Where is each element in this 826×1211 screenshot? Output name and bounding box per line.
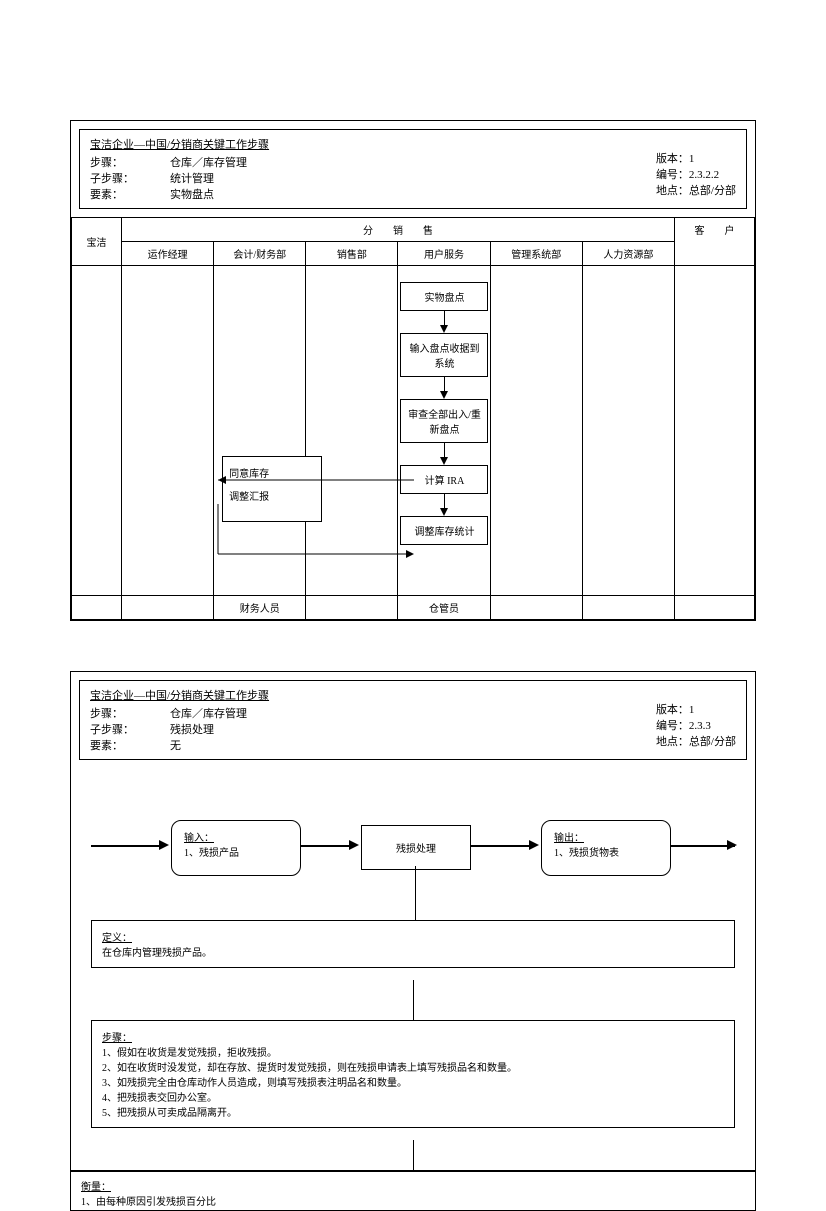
value: 仓库／库存管理 (170, 705, 247, 721)
arrow-down-icon (440, 391, 448, 399)
footer-sales (306, 596, 398, 620)
lane-corner (72, 266, 122, 596)
col-user-service: 用户服务 (398, 242, 490, 266)
output-title: 输出： (554, 829, 658, 844)
label: 要素： (90, 737, 170, 753)
col-hr: 人力资源部 (582, 242, 674, 266)
header-box-1: 宝洁企业—中国/分销商关键工作步骤 步骤： 仓库／库存管理 子步骤： 统计管理 … (79, 129, 747, 209)
connector-approve-to-adjust (218, 504, 414, 564)
connector-ira-to-approve (218, 474, 414, 486)
header-right-2: 版本：1 编号：2.3.3 地点：总部/分部 (656, 701, 736, 749)
header-row: 子步骤： 统计管理 (90, 170, 736, 186)
flow-line (671, 845, 735, 847)
location: 地点：总部/分部 (656, 733, 736, 749)
label: 子步骤： (90, 170, 170, 186)
connector-steps-measure (71, 1140, 755, 1170)
node-line2: 调整汇报 (229, 488, 315, 503)
step-item: 2、如在收货时没发觉，却在存放、提货时发觉残损，则在残损申请表上填写残损品名和数… (102, 1059, 724, 1074)
node-physical-count: 实物盘点 (400, 282, 488, 311)
flow-line (91, 845, 161, 847)
label: 要素： (90, 186, 170, 202)
header-title-2: 宝洁企业—中国/分销商关键工作步骤 (90, 687, 736, 703)
label: 步骤： (90, 154, 170, 170)
value: 仓库／库存管理 (170, 154, 247, 170)
workflow-block-2: 宝洁企业—中国/分销商关键工作步骤 步骤： 仓库／库存管理 子步骤： 残损处理 … (70, 671, 756, 1171)
step-item: 4、把残损表交回办公室。 (102, 1089, 724, 1104)
lane-hr (582, 266, 674, 596)
arrow-right-icon (727, 840, 737, 850)
measure-title: 衡量： (81, 1178, 745, 1193)
workflow-block-1: 宝洁企业—中国/分销商关键工作步骤 步骤： 仓库／库存管理 子步骤： 统计管理 … (70, 120, 756, 621)
header-right-1: 版本：1 编号：2.3.2.2 地点：总部/分部 (656, 150, 736, 198)
col-sales: 销售部 (306, 242, 398, 266)
header-row: 步骤： 仓库／库存管理 (90, 154, 736, 170)
header-row: 要素： 实物盘点 (90, 186, 736, 202)
step-item: 1、假如在收货是发觉残损，拒收残损。 (102, 1044, 724, 1059)
header-title-1: 宝洁企业—中国/分销商关键工作步骤 (90, 136, 736, 152)
value: 残损处理 (170, 721, 214, 737)
header-box-2: 宝洁企业—中国/分销商关键工作步骤 步骤： 仓库／库存管理 子步骤： 残损处理 … (79, 680, 747, 760)
node-output: 输出： 1、残损货物表 (541, 820, 671, 876)
version: 版本：1 (656, 701, 736, 717)
group-header: 分 销 售 (122, 218, 675, 242)
arrow-down-icon (440, 325, 448, 333)
step-item: 5、把残损从可卖成品隔离开。 (102, 1104, 724, 1119)
node-input: 输入： 1、残损产品 (171, 820, 301, 876)
arrow-right-icon (159, 840, 169, 850)
steps-title: 步骤： (102, 1029, 724, 1044)
footer-mgmt (490, 596, 582, 620)
label: 步骤： (90, 705, 170, 721)
step-item: 3、如残损完全由仓库动作人员造成，则填写残损表注明品名和数量。 (102, 1074, 724, 1089)
footer-customer (675, 596, 755, 620)
node-review-recount: 审查全部出入/重新盘点 (400, 399, 488, 443)
flow-line (301, 845, 351, 847)
flow-line (471, 845, 531, 847)
input-title: 输入： (184, 829, 288, 844)
lane-customer (675, 266, 755, 596)
arrow-down-icon (440, 508, 448, 516)
input-item: 1、残损产品 (184, 844, 288, 859)
steps-box: 步骤： 1、假如在收货是发觉残损，拒收残损。 2、如在收货时没发觉，却在存放、提… (91, 1020, 735, 1128)
doc-number: 编号：2.3.2.2 (656, 166, 736, 182)
version: 版本：1 (656, 150, 736, 166)
footer-ops (122, 596, 214, 620)
lane-mgmt (490, 266, 582, 596)
definition-box: 定义： 在仓库内管理残损产品。 (91, 920, 735, 968)
footer-hr (582, 596, 674, 620)
io-flow-stage: 输入： 1、残损产品 残损处理 输出： 1、残损货物表 (91, 800, 735, 920)
measure-item: 1、由每种原因引发残损百分比 (81, 1193, 745, 1208)
value: 无 (170, 737, 181, 753)
doc-number: 编号：2.3.3 (656, 717, 736, 733)
footer-accounting: 财务人员 (214, 596, 306, 620)
definition-text: 在仓库内管理残损产品。 (102, 944, 724, 959)
lane-ops (122, 266, 214, 596)
node-process: 残损处理 (361, 825, 471, 870)
corner-cell: 宝洁 (72, 218, 122, 266)
col-accounting: 会计/财务部 (214, 242, 306, 266)
footer-corner (72, 596, 122, 620)
arrow-right-icon (349, 840, 359, 850)
value: 实物盘点 (170, 186, 214, 202)
footer-user-service: 仓管员 (398, 596, 490, 620)
swimlane-table: 宝洁 分 销 售 客 户 运作经理 会计/财务部 销售部 用户服务 管理系统部 … (71, 217, 755, 620)
location: 地点：总部/分部 (656, 182, 736, 198)
lane-user-service: 实物盘点 输入盘点收据到系统 审查全部出入/重新盘点 计算 IRA 调整库存统计 (398, 266, 490, 596)
arrow-down-icon (440, 457, 448, 465)
header-row: 子步骤： 残损处理 (90, 721, 736, 737)
customer-col: 客 户 (675, 218, 755, 266)
node-input-receipt: 输入盘点收据到系统 (400, 333, 488, 377)
definition-title: 定义： (102, 929, 724, 944)
output-item: 1、残损货物表 (554, 844, 658, 859)
arrow-right-icon (529, 840, 539, 850)
col-mgmt-sys: 管理系统部 (490, 242, 582, 266)
value: 统计管理 (170, 170, 214, 186)
measure-box: 衡量： 1、由每种原因引发残损百分比 (70, 1171, 756, 1211)
header-row: 步骤： 仓库／库存管理 (90, 705, 736, 721)
connector-def-steps (71, 980, 755, 1020)
col-ops-mgr: 运作经理 (122, 242, 214, 266)
flow-vline (415, 866, 416, 920)
header-row: 要素： 无 (90, 737, 736, 753)
label: 子步骤： (90, 721, 170, 737)
